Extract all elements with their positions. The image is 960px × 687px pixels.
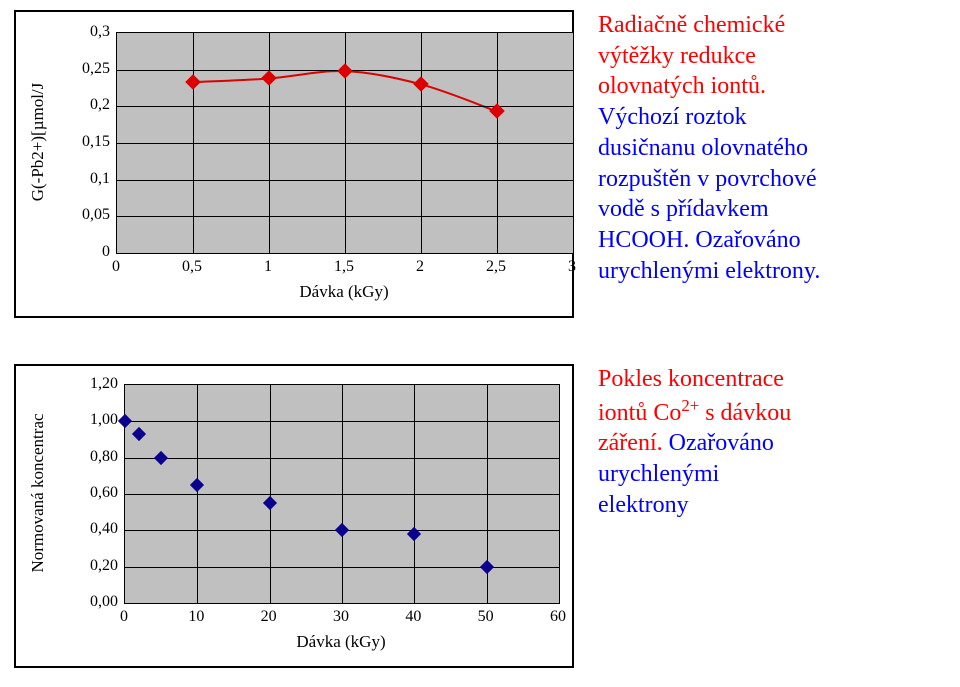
gridline (117, 106, 573, 107)
x-tick-label: 2,5 (486, 258, 506, 276)
y-tick-label: 0,15 (82, 133, 110, 151)
data-point (335, 523, 349, 537)
text-line: Výchozí roztok (598, 104, 747, 130)
data-point (190, 478, 204, 492)
text-line: dusičnanu olovnatého (598, 135, 808, 161)
yield-chart: G(-Pb2+)[µmol/J Dávka (kGy) 0 0,5 1 1,5 2 2,5… (14, 10, 574, 318)
x-tick-label: 50 (478, 608, 494, 626)
y-tick-label: 0,25 (82, 60, 110, 78)
y-tick-label: 1,00 (90, 411, 118, 429)
y-tick-label: 0,1 (90, 170, 110, 188)
text-line: Radiačně chemické (598, 12, 785, 38)
y-tick-label: 0,80 (90, 448, 118, 466)
yield-x-axis-title: Dávka (kGy) (299, 282, 388, 302)
y-tick-label: 0,20 (90, 557, 118, 575)
y-tick-label: 0,00 (90, 593, 118, 611)
yield-y-axis-title: G(-Pb2+)[µmol/J (28, 83, 48, 202)
x-tick-label: 30 (333, 608, 349, 626)
x-tick-label: 0 (120, 608, 128, 626)
data-point (132, 427, 146, 441)
y-tick-label: 0,60 (90, 484, 118, 502)
x-tick-label: 0 (112, 258, 120, 276)
x-tick-label: 10 (188, 608, 204, 626)
x-tick-label: 2 (416, 258, 424, 276)
data-point (118, 414, 132, 428)
text-line: HCOOH. Ozařováno (598, 227, 801, 253)
y-tick-label: 1,20 (90, 375, 118, 393)
x-tick-label: 0,5 (182, 258, 202, 276)
text-line: záření. Ozařováno (598, 430, 774, 456)
text-line: vodě s přídavkem (598, 196, 769, 222)
y-tick-label: 0,2 (90, 96, 110, 114)
gridline (117, 216, 573, 217)
x-tick-label: 40 (405, 608, 421, 626)
data-point (154, 451, 168, 465)
text-fragment: Ozařováno (669, 430, 774, 456)
gridline (117, 180, 573, 181)
text-line: rozpuštěn v povrchové (598, 166, 817, 192)
data-point (263, 496, 277, 510)
text-line: elektrony (598, 492, 689, 518)
y-tick-label: 0,40 (90, 520, 118, 538)
y-tick-label: 0,05 (82, 206, 110, 224)
concentration-description: Pokles koncentrace iontů Co2+ s dávkou z… (598, 364, 948, 521)
text-line: Pokles koncentrace (598, 366, 784, 392)
text-line: olovnatých iontů. (598, 73, 766, 99)
text-fragment: s dávkou (699, 400, 791, 426)
text-fragment: iontů Co (598, 400, 681, 426)
x-tick-label: 1,5 (334, 258, 354, 276)
yield-plot-area (116, 32, 574, 254)
concentration-chart: Normovaná koncentrac Dávka (kGy) 0 10 20 30… (14, 364, 574, 668)
data-point (480, 560, 494, 574)
gridline (125, 458, 559, 459)
text-line: výtěžky redukce (598, 43, 756, 69)
x-tick-label: 60 (550, 608, 566, 626)
text-line: urychlenými elektrony. (598, 258, 820, 284)
concentration-plot-area (124, 384, 560, 604)
gridline (125, 421, 559, 422)
x-tick-label: 1 (264, 258, 272, 276)
text-line: iontů Co2+ s dávkou (598, 400, 791, 426)
x-tick-label: 20 (261, 608, 277, 626)
data-point (407, 527, 421, 541)
gridline (117, 143, 573, 144)
concentration-x-axis-title: Dávka (kGy) (296, 632, 385, 652)
concentration-y-axis-title: Normovaná koncentrac (28, 413, 48, 572)
y-tick-label: 0 (102, 243, 110, 261)
yield-description: Radiačně chemické výtěžky redukce olovna… (598, 10, 948, 286)
text-fragment: záření. (598, 430, 669, 456)
gridline (125, 494, 559, 495)
superscript: 2+ (681, 396, 699, 415)
text-line: urychlenými (598, 461, 719, 487)
y-tick-label: 0,3 (90, 23, 110, 41)
x-tick-label: 3 (568, 258, 576, 276)
